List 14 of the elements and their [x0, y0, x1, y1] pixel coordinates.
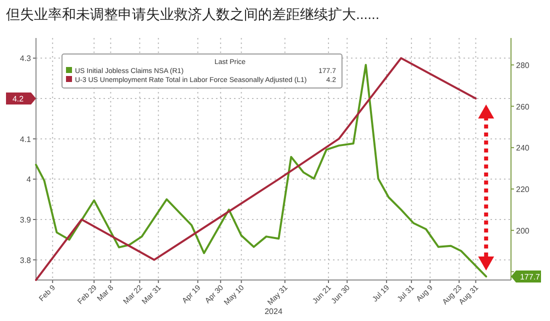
y2-tick-label: 240: [516, 144, 530, 153]
y-tick-label: 3.9: [20, 216, 32, 224]
y-tick-label: 4: [26, 175, 32, 184]
text: 4.2: [12, 94, 24, 104]
x-axis-title: 2024: [264, 307, 283, 316]
y2-tick-label: 260: [516, 102, 530, 112]
y-tick-label: 3.8: [20, 256, 32, 265]
text: 177.7: [520, 272, 541, 282]
title: 但失业率和未调整申请失业救济人数之间的差距继续扩大......: [6, 6, 380, 22]
y-tick-label: 4.1: [20, 134, 32, 144]
y-tick-label: 4.3: [20, 54, 32, 64]
y2-tick-label: 220: [516, 184, 530, 194]
y2-tick-label: 200: [516, 226, 530, 236]
y2-tick-label: 280: [516, 60, 530, 70]
